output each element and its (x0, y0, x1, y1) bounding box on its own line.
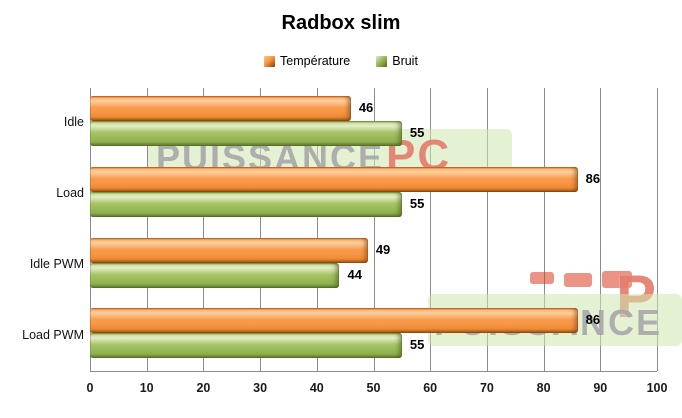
grid-line (203, 88, 205, 371)
data-label: 86 (585, 170, 601, 186)
bar-bruit-load-pwm (90, 333, 402, 359)
chart-legend: Température Bruit (0, 54, 682, 68)
bars-layer: 46 55 86 55 49 44 86 55 (90, 88, 682, 372)
grid-line (486, 88, 488, 371)
bar-bruit-load (90, 191, 402, 217)
category-label-idle-pwm: Idle PWM (29, 256, 84, 271)
grid-line (316, 88, 318, 371)
category-label-load: Load (56, 186, 84, 201)
x-tick-label: 80 (536, 381, 551, 395)
temperature-swatch-icon (264, 55, 276, 67)
x-tick-label: 20 (196, 381, 211, 395)
data-label: 46 (358, 100, 374, 115)
category-label-idle: Idle (63, 115, 84, 130)
data-label: 49 (375, 241, 391, 257)
data-label: 86 (585, 312, 601, 328)
x-tick-label: 10 (139, 381, 154, 395)
x-tick-label: 60 (423, 381, 438, 395)
bruit-swatch-icon (376, 55, 388, 67)
x-tick-label: 30 (253, 381, 268, 395)
data-label: 55 (409, 337, 425, 353)
bar-température-load (90, 166, 578, 192)
bar-température-idle (90, 96, 351, 121)
x-tick-label: 90 (593, 381, 608, 395)
data-label: 44 (347, 266, 362, 282)
grid-line (146, 88, 148, 371)
grid-line (90, 88, 91, 371)
legend-label-bruit: Bruit (392, 54, 418, 68)
bar-température-idle-pwm (90, 237, 368, 263)
grid-line (543, 88, 545, 371)
grid-line (260, 88, 262, 371)
bar-température-load-pwm (90, 308, 578, 334)
x-tick-label: 40 (309, 381, 324, 395)
grid-line (430, 88, 432, 371)
x-tick-label: 0 (86, 381, 94, 395)
legend-label-temperature: Température (280, 54, 351, 68)
plot-area (90, 88, 658, 372)
bar-bruit-idle-pwm (90, 262, 340, 288)
grid-line (600, 88, 602, 371)
category-label-load-pwm: Load PWM (22, 327, 84, 342)
x-tick-label: 70 (479, 381, 494, 395)
legend-item-bruit: Bruit (376, 54, 418, 68)
bar-bruit-idle (90, 121, 402, 146)
grid-line (657, 88, 658, 371)
data-label: 55 (409, 195, 425, 211)
x-tick-label: 100 (646, 381, 668, 395)
grid-line (373, 88, 375, 371)
x-tick-label: 50 (366, 381, 381, 395)
legend-item-temperature: Température (264, 54, 350, 68)
chart-title: Radbox slim (281, 12, 401, 34)
data-label: 55 (409, 125, 425, 140)
